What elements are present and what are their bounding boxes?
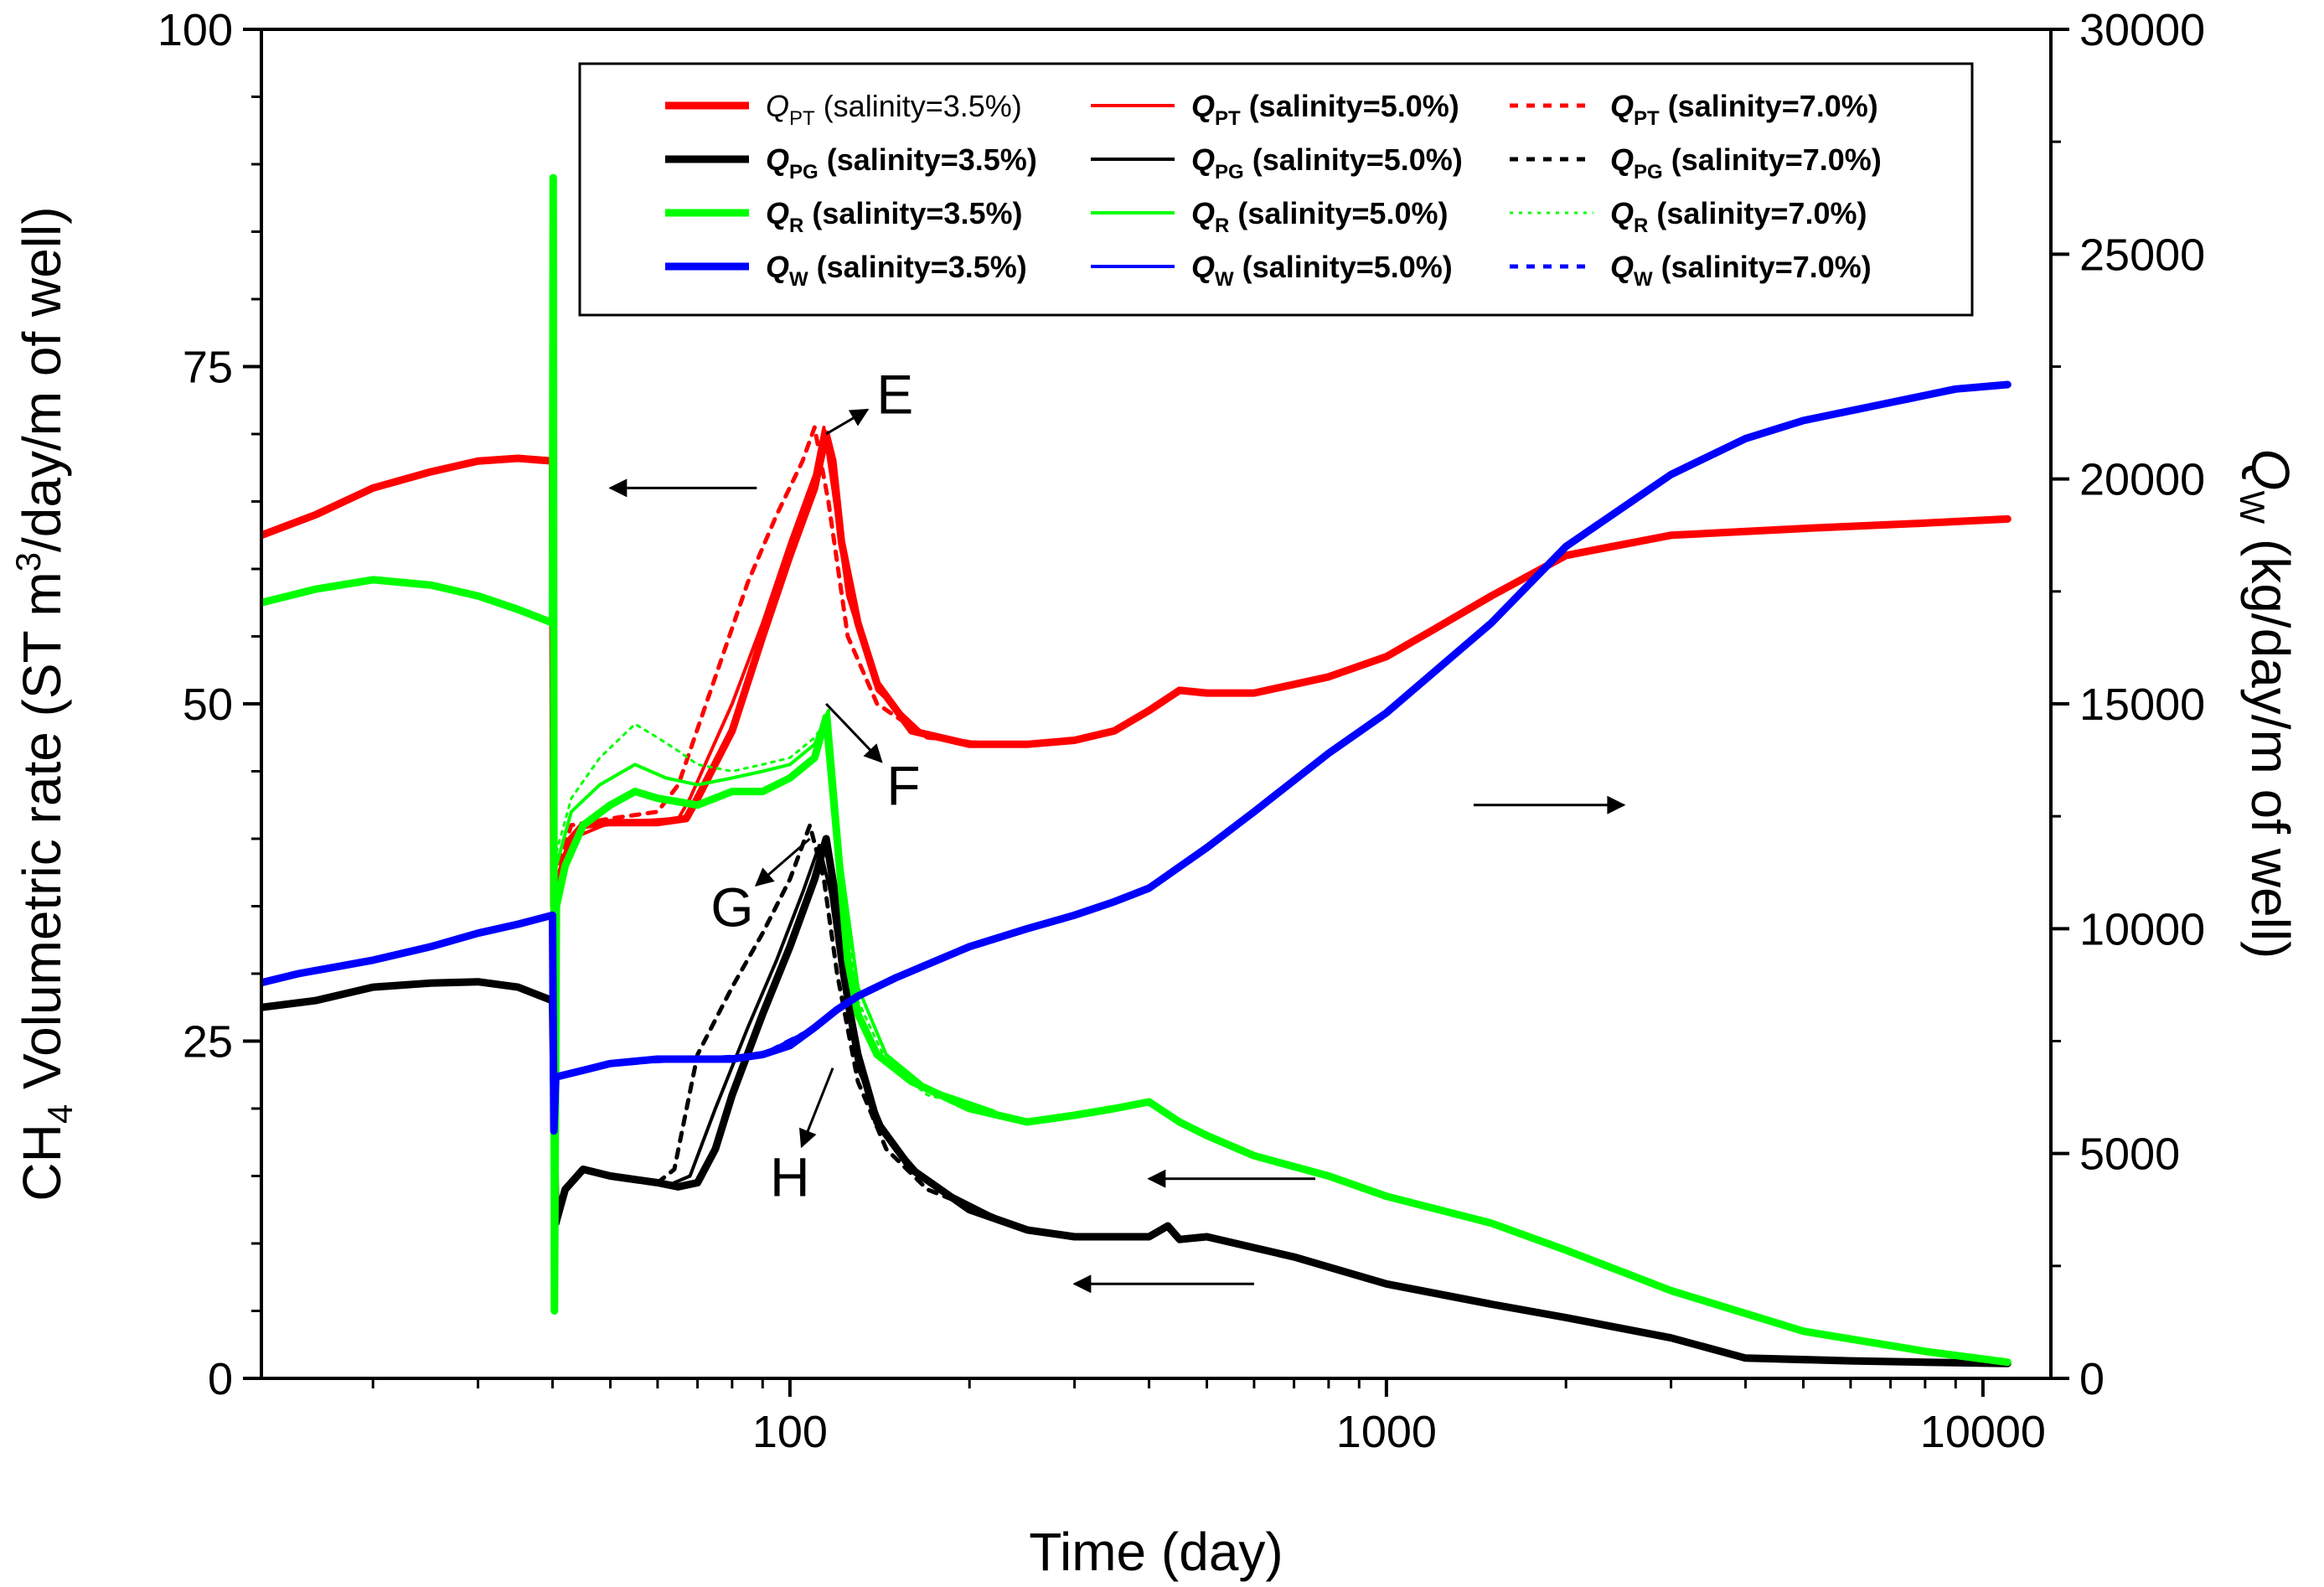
annotation-label-f: F [886,755,920,817]
annotation-arrow-h [798,1067,834,1149]
annotation-label-h: H [770,1146,810,1208]
right-y-tick-label: 5000 [2079,1130,2180,1180]
legend-label-pt-salinity-7-0: QPT (salinity=7.0%) [1610,89,1878,130]
series-line-q-w-salinity-7-0 [553,975,897,1079]
legend-label-r-salinity-3-5: QR (salinity=3.5%) [766,196,1022,237]
right-y-tick-label: 20000 [2079,455,2205,505]
legend-label-r-salinity-5-0: QR (salinity=5.0%) [1191,196,1448,237]
left-axis-title: CH4 Volumetric rate (ST m3/day/m of well… [8,206,80,1201]
x-tick-label: 10000 [1920,1407,2046,1457]
axes-layer: 100 1000 100000255075100050001000015000200… [158,5,2205,1457]
series-line-q-r-salinity-7-0 [555,716,996,1113]
legend-label-pt-salinity-3-5: QPT (salinity=3.5%) [766,89,1022,130]
series-line-q-pg-salinity-7-0 [655,823,997,1219]
x-tick-label: 1000 [1336,1407,1437,1457]
series-line-q-pt-salinity-5-0 [552,426,996,895]
annotation-label-g: G [710,876,753,938]
x-axis-title: Time (day) [1029,1522,1283,1582]
annotation-arrow-e [825,408,870,436]
annotation-arrow-f [825,702,883,763]
legend-label-w-salinity-3-5: QW (salinity=3.5%) [766,250,1027,291]
arrows-layer: E F G H [608,364,1626,1294]
right-y-tick-label: 25000 [2079,230,2205,280]
legend-label-pg-salinity-7-0: QPG (salinity=7.0%) [1610,142,1882,184]
legend: QPT (salinity=3.5%) QPT (salinity=5.0%) QP… [578,62,1974,317]
right-axis-title: QW (kg/day/m of well) [2233,449,2301,959]
series-line-q-pt-salinity-7-0 [551,425,997,881]
left-y-tick-label: 75 [183,343,233,393]
series-line-q-w-salinity-3-5 [261,380,2012,1135]
left-y-tick-label: 50 [183,680,233,730]
series-layer [261,173,2012,1367]
right-y-tick-label: 10000 [2079,904,2205,954]
left-y-tick-label: 100 [158,5,233,55]
legend-label-pt-salinity-5-0: QPT (salinity=5.0%) [1191,89,1459,130]
annotation-arrow-g [754,837,811,887]
legend-box [578,62,1974,317]
series-line-q-r-salinity-5-0 [555,709,996,1114]
series-line-q-r-salinity-3-5 [261,173,2012,1367]
right-y-tick-label: 30000 [2079,5,2205,55]
x-tick-label: 100 [752,1407,828,1457]
left-y-tick-label: 0 [208,1354,233,1404]
annotation-label-e: E [876,364,913,426]
series-line-q-pt-salinity-3-5 [261,430,2012,910]
legend-label-pg-salinity-3-5: QPG (salinity=3.5%) [766,142,1037,184]
right-y-tick-label: 0 [2079,1354,2105,1404]
right-y-tick-label: 15000 [2079,680,2205,730]
legend-label-pg-salinity-5-0: QPG (salinity=5.0%) [1191,142,1463,184]
legend-label-w-salinity-7-0: QW (salinity=7.0%) [1610,250,1872,291]
series-line-q-pg-salinity-5-0 [672,844,996,1218]
legend-label-w-salinity-5-0: QW (salinity=5.0%) [1191,250,1453,291]
left-y-tick-label: 25 [183,1017,233,1067]
legend-label-r-salinity-7-0: QR (salinity=7.0%) [1610,196,1867,237]
